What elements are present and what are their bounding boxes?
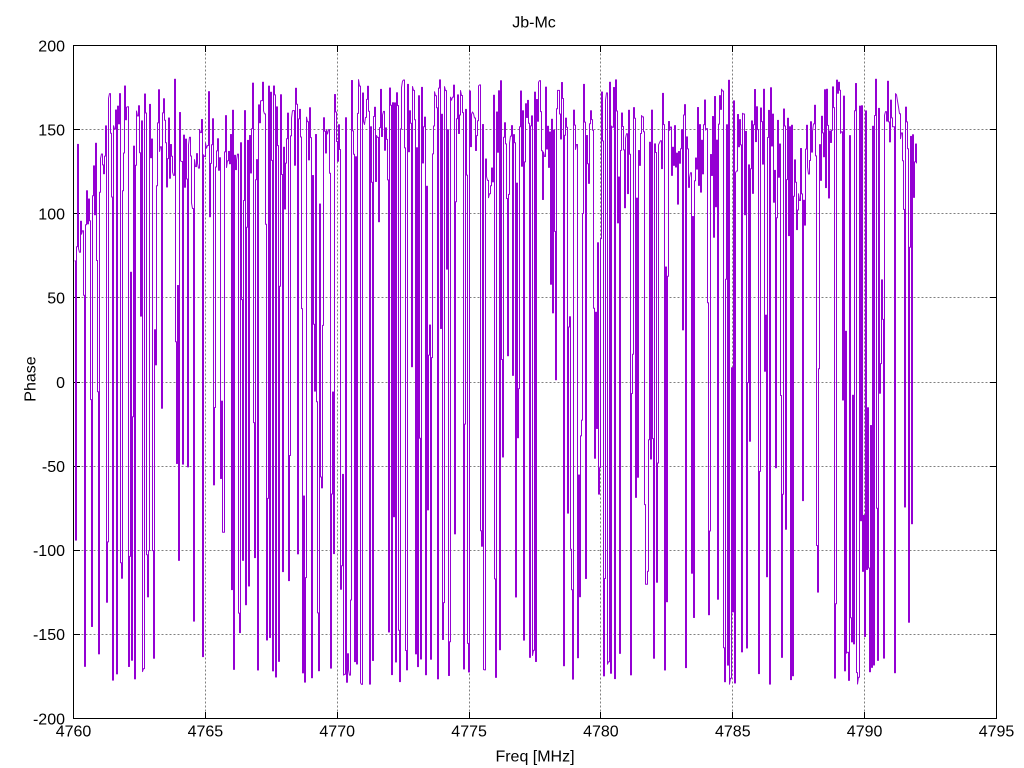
svg-text:4775: 4775 xyxy=(451,724,487,741)
svg-text:4780: 4780 xyxy=(583,724,619,741)
svg-text:Phase: Phase xyxy=(22,356,39,401)
svg-text:4760: 4760 xyxy=(56,724,92,741)
svg-text:4795: 4795 xyxy=(979,724,1015,741)
svg-text:200: 200 xyxy=(38,38,65,55)
svg-text:4790: 4790 xyxy=(847,724,883,741)
svg-text:-150: -150 xyxy=(33,627,65,644)
svg-text:-200: -200 xyxy=(33,711,65,728)
svg-text:50: 50 xyxy=(47,291,65,308)
svg-text:-50: -50 xyxy=(42,459,65,476)
svg-text:Jb-Mc: Jb-Mc xyxy=(512,14,556,31)
svg-text:Freq [MHz]: Freq [MHz] xyxy=(495,748,574,765)
svg-text:-100: -100 xyxy=(33,543,65,560)
svg-text:4785: 4785 xyxy=(715,724,751,741)
svg-text:0: 0 xyxy=(56,375,65,392)
svg-text:4770: 4770 xyxy=(319,724,355,741)
svg-text:150: 150 xyxy=(38,122,65,139)
svg-text:4765: 4765 xyxy=(188,724,224,741)
svg-text:100: 100 xyxy=(38,207,65,224)
